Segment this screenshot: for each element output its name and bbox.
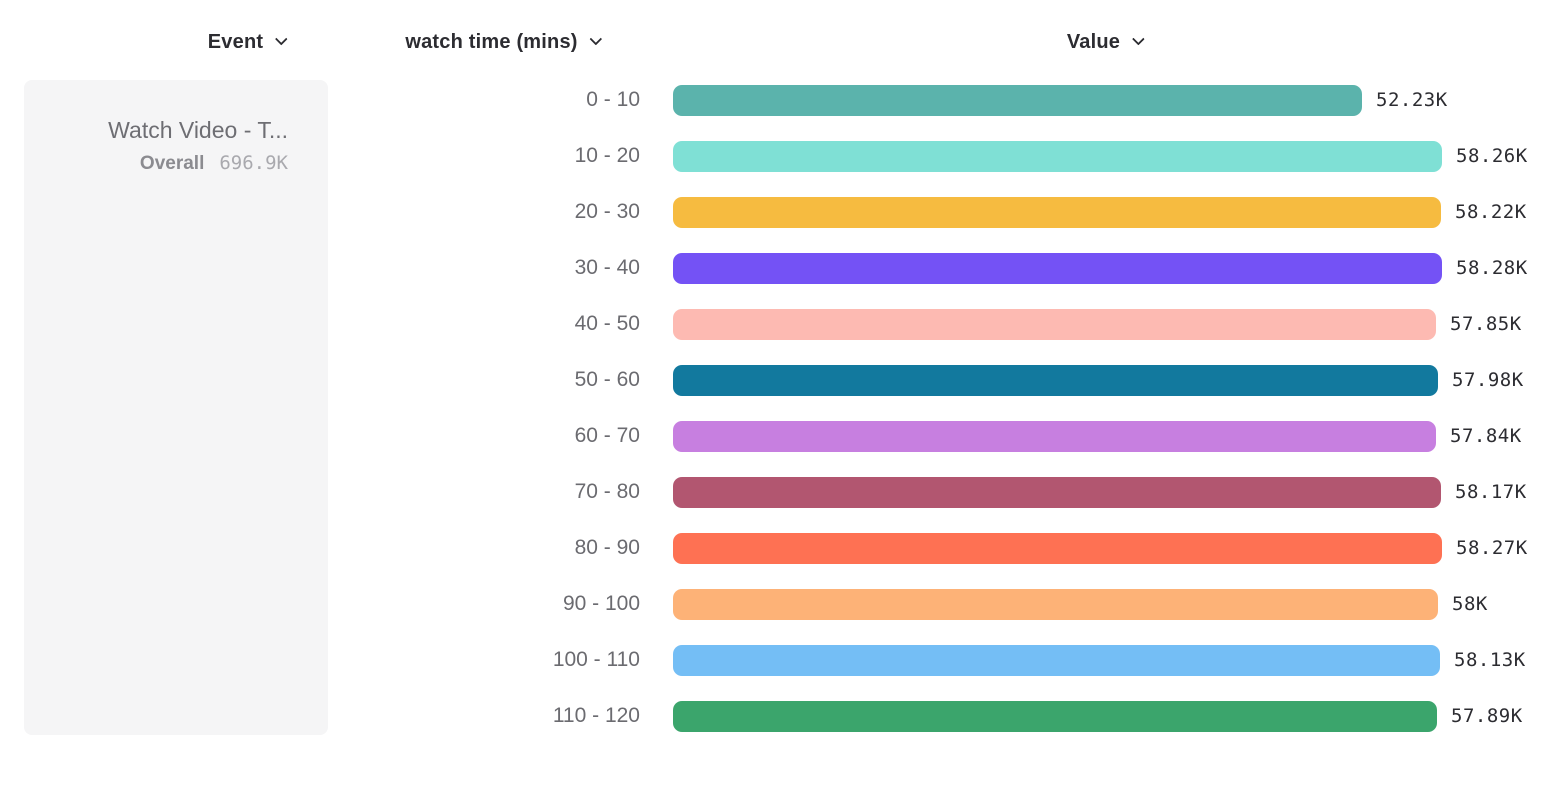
bar-segment[interactable] [673,420,1436,452]
event-column-header[interactable]: Event [207,24,289,60]
bar-value-label: 57.98K [1452,369,1524,391]
bucket-label: 20 - 30 [574,200,640,223]
bar-segment[interactable] [673,84,1362,116]
bar-value-label: 58K [1452,593,1488,615]
chart-row: 0 - 10 52.23K [0,72,1568,128]
event-column-label: Event [207,30,264,53]
bar-segment[interactable] [673,644,1440,676]
bucket-label: 40 - 50 [574,312,640,335]
chart-row: 20 - 30 58.22K [0,184,1568,240]
watch-time-column-label: watch time (mins) [405,30,578,53]
chart-row: 50 - 60 57.98K [0,352,1568,408]
chevron-down-icon [1132,32,1145,46]
watch-time-column-header[interactable]: watch time (mins) [405,24,603,60]
chart-row: 70 - 80 58.17K [0,464,1568,520]
bar-segment[interactable] [673,700,1437,732]
bucket-label: 60 - 70 [574,424,640,447]
overall-value: 696.9K [219,151,288,174]
bar-value-label: 58.27K [1456,537,1528,559]
bar-value-label: 57.89K [1451,705,1523,727]
value-column-header[interactable]: Value [1066,24,1145,60]
overall-row: Overall 696.9K [48,152,288,175]
chart-row: 80 - 90 58.27K [0,520,1568,576]
overall-label: Overall [139,152,205,174]
bar-chart: 0 - 10 52.23K 10 - 20 58.26K 20 - 30 58.22K 30… [0,72,1568,744]
event-legend-card[interactable]: Watch Video - T... Overall 696.9K [24,80,328,735]
bar-value-label: 58.17K [1455,481,1527,503]
bar-value-label: 57.84K [1450,425,1522,447]
bar-value-label: 52.23K [1376,89,1448,111]
bucket-label: 0 - 10 [586,88,640,111]
bucket-label: 30 - 40 [574,256,640,279]
chart-row: 10 - 20 58.26K [0,128,1568,184]
bucket-label: 110 - 120 [552,704,640,727]
event-name: Watch Video - T... [108,117,288,143]
chart-row: 30 - 40 58.28K [0,240,1568,296]
chart-row: 100 - 110 58.13K [0,632,1568,688]
bar-segment[interactable] [673,196,1441,228]
chevron-down-icon [275,32,289,46]
bar-value-label: 58.26K [1456,145,1528,167]
bucket-label: 10 - 20 [574,144,640,167]
bar-value-label: 58.28K [1456,257,1528,279]
bar-segment[interactable] [673,588,1438,620]
bucket-label: 80 - 90 [574,536,640,559]
bar-segment[interactable] [673,252,1442,284]
bucket-label: 50 - 60 [574,368,640,391]
bar-segment[interactable] [673,308,1436,340]
chevron-down-icon [589,32,603,46]
bucket-label: 100 - 110 [552,648,640,671]
bar-segment[interactable] [673,476,1441,508]
bar-value-label: 58.22K [1455,201,1527,223]
value-column-label: Value [1066,30,1121,53]
chart-row: 40 - 50 57.85K [0,296,1568,352]
bar-value-label: 57.85K [1450,313,1522,335]
bar-segment[interactable] [673,364,1438,396]
chart-row: 60 - 70 57.84K [0,408,1568,464]
bucket-label: 90 - 100 [562,592,640,615]
bar-value-label: 58.13K [1454,649,1526,671]
bar-segment[interactable] [673,140,1442,172]
bucket-label: 70 - 80 [574,480,640,503]
bar-segment[interactable] [673,532,1442,564]
chart-row: 110 - 120 57.89K [0,688,1568,744]
chart-row: 90 - 100 58K [0,576,1568,632]
